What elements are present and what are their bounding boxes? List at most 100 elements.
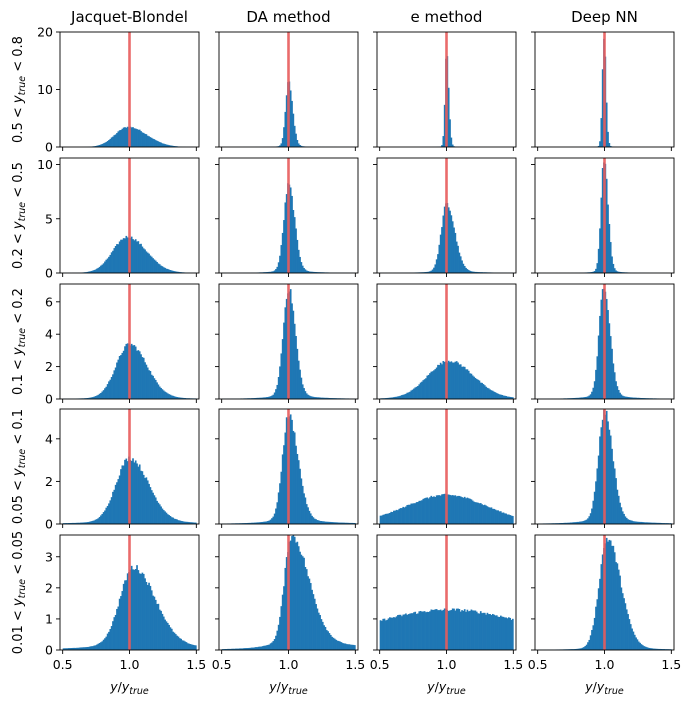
hist-bar [343, 522, 345, 524]
hist-bar [498, 511, 501, 524]
hist-bar [168, 145, 170, 147]
hist-bar [563, 522, 565, 524]
hist-bar [435, 367, 438, 399]
hist-bar [616, 271, 619, 273]
hist-bar [299, 145, 301, 147]
y-tick-label: 5 [45, 211, 53, 226]
hist-bar [501, 512, 503, 524]
hist-bar [390, 397, 393, 399]
hist-bar [471, 500, 474, 524]
hist-bar [168, 515, 170, 524]
hist-bar [148, 370, 150, 399]
hist-bar [149, 137, 152, 147]
hist-bar [381, 515, 383, 524]
hist-bar [601, 419, 604, 524]
hist-bar [162, 616, 165, 650]
hist-bar [458, 495, 461, 524]
hist-bar [69, 523, 72, 524]
hist-bar [124, 238, 126, 273]
hist-bar [100, 392, 102, 399]
hist-bar [447, 207, 450, 273]
hist-bar [133, 240, 136, 273]
hist-bar [401, 395, 403, 399]
panel-3-0: 0 2 4 [45, 408, 200, 532]
hist-bar [629, 397, 632, 399]
hist-bar [285, 557, 288, 650]
hist-bar [170, 517, 173, 524]
hist-bar [352, 644, 355, 650]
panel-2-1 [215, 283, 359, 403]
hist-bar [74, 522, 77, 524]
hist-bar [68, 523, 70, 524]
hist-bar [344, 522, 347, 524]
hist-bar [343, 643, 345, 650]
hist-bar [277, 262, 280, 273]
hist-bar [409, 613, 411, 650]
hist-bar [156, 382, 158, 399]
hist-bar [487, 507, 490, 524]
hist-bar [90, 521, 93, 524]
hist-bar [256, 647, 259, 650]
hist-bar [140, 354, 142, 399]
panel-2-2 [373, 283, 517, 403]
hist-bar [341, 643, 344, 650]
hist-bar [62, 648, 65, 650]
hist-bar [435, 495, 438, 524]
hist-bar [181, 521, 184, 524]
hist-bar [601, 168, 604, 273]
hist-bar [616, 563, 619, 650]
row-label-4: 0.01 < ytrue < 0.05 [11, 531, 28, 654]
hist-bar [466, 609, 469, 650]
hist-bar [455, 608, 458, 650]
hist-bar [609, 435, 612, 524]
hist-bar [465, 369, 467, 399]
hist-bar [399, 395, 402, 399]
hist-bar [134, 346, 137, 399]
hist-bar [124, 459, 126, 524]
hist-bar [311, 271, 313, 273]
hist-bar [434, 264, 437, 273]
hist-bar [132, 127, 134, 147]
hist-bar [168, 394, 170, 399]
hist-bar [181, 640, 184, 650]
hist-bar [275, 635, 277, 650]
hist-bar [454, 610, 457, 650]
hist-bar [190, 644, 193, 650]
hist-bar [640, 644, 643, 650]
hist-bar [485, 505, 487, 524]
hist-bar [489, 389, 491, 399]
hist-bar [134, 569, 137, 650]
hist-bar [501, 394, 503, 399]
hist-bar [156, 140, 158, 147]
hist-bar [477, 379, 479, 399]
hist-bar [427, 271, 430, 273]
hist-bar [647, 522, 649, 524]
hist-bar [323, 521, 325, 524]
hist-bar [108, 631, 110, 650]
hist-bar [184, 641, 186, 650]
hist-bar [68, 648, 70, 650]
hist-bar [307, 271, 309, 273]
hist-bar [507, 396, 510, 399]
hist-bar [449, 494, 451, 524]
hist-bar [405, 613, 407, 650]
hist-bar [417, 385, 419, 399]
hist-bar [76, 647, 78, 650]
hist-bar [449, 210, 451, 273]
hist-bar [463, 266, 466, 273]
hist-bar [462, 610, 465, 650]
hist-bar [601, 69, 604, 147]
hist-bar [503, 617, 506, 650]
hist-bar [327, 521, 329, 524]
hist-bar [108, 256, 110, 273]
hist-bar [473, 610, 475, 650]
hist-bar [608, 323, 611, 399]
hist-bar [592, 500, 595, 524]
hist-bar [113, 489, 116, 524]
hist-bar [347, 644, 349, 650]
hist-bar [447, 611, 450, 650]
hist-bar [281, 594, 284, 650]
hist-bar [329, 634, 332, 650]
hist-bar [292, 113, 295, 147]
hist-bar [612, 263, 615, 273]
